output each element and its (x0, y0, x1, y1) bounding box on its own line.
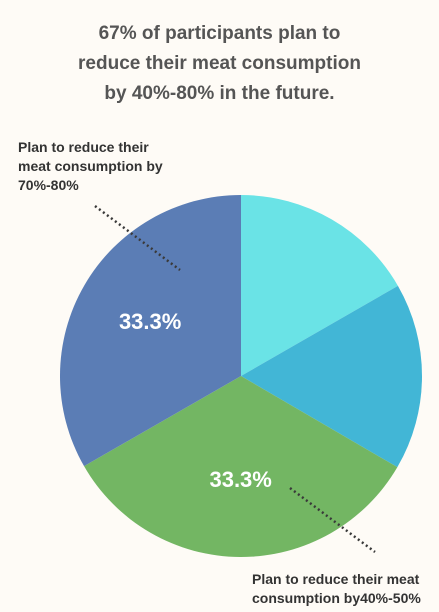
chart-title: 67% of participants plan to reduce their… (20, 19, 419, 109)
annotation-40-50: Plan to reduce their meat consumption by… (252, 570, 439, 608)
pie-slice (241, 195, 398, 376)
annotation-line: 70%-80% (18, 177, 79, 193)
annotation-line: consumption by40%-50% (252, 590, 421, 606)
annotation-line: Plan to reduce their meat (252, 571, 420, 587)
chart-title-line: by 40%-80% in the future. (104, 83, 335, 104)
pie-slice (84, 376, 398, 557)
slice-value-label: 33.3% (119, 309, 181, 334)
slice-value-label: 33.3% (209, 467, 271, 492)
annotation-line: Plan to reduce their (18, 139, 149, 155)
pie-slice (241, 285, 422, 468)
chart-title-line: 67% of participants plan to (98, 23, 341, 44)
annotation-line: meat consumption by (18, 158, 163, 174)
pie-slice (59, 195, 242, 467)
annotation-70-80: Plan to reduce their meat consumption by… (18, 138, 218, 195)
chart-title-line: reduce their meat consumption (78, 53, 361, 74)
